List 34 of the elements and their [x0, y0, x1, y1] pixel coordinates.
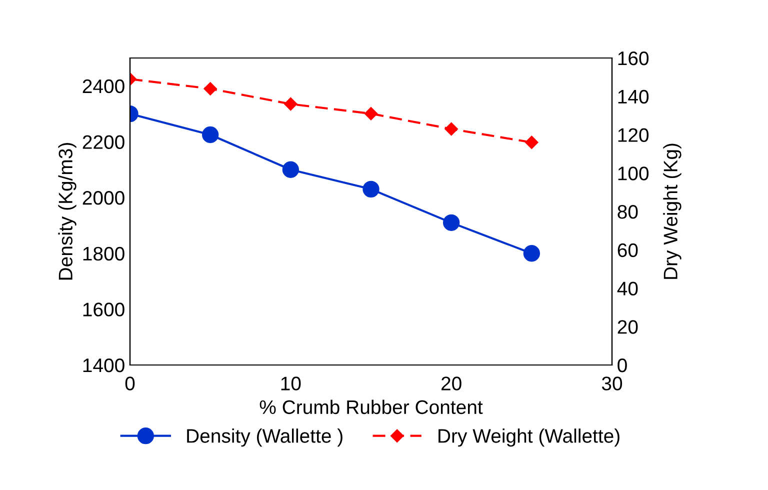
point [364, 107, 378, 120]
y2-tick-label: 0 [618, 358, 627, 372]
y-tick-label: 2400 [82, 79, 124, 94]
x-tick-label: 30 [602, 376, 622, 390]
legend-label: Density (Wallette ) [187, 428, 342, 447]
y2-tick-label: 80 [618, 204, 638, 219]
y-tick-label: 1400 [83, 358, 124, 372]
y-axis-title: Density (Kg/m3) [58, 143, 76, 280]
point [525, 136, 538, 150]
point [284, 97, 298, 111]
y2-tick-label: 140 [618, 90, 649, 104]
point [282, 161, 299, 178]
point [362, 180, 380, 198]
point [444, 122, 458, 136]
y-tick-label: 2200 [82, 135, 124, 149]
y-tick-label: 1800 [83, 246, 124, 261]
y-tick-label: 1600 [83, 302, 124, 316]
y2-tick-label: 100 [618, 166, 649, 180]
x-axis-title: % Crumb Rubber Content [260, 400, 483, 414]
y2-tick-label: 60 [618, 243, 638, 258]
y2-axis-title: Dry Weight (Kg) [663, 144, 682, 279]
point [202, 126, 219, 144]
x-tick-label: 20 [442, 376, 462, 390]
y2-tick-label: 120 [618, 128, 649, 142]
point [204, 82, 217, 96]
y2-tick-label: 20 [618, 320, 638, 334]
y-tick-label: 2000 [82, 191, 124, 205]
y2-tick-label: 40 [617, 282, 638, 296]
y2-tick-label: 160 [618, 51, 649, 66]
x-tick-label: 10 [281, 376, 301, 390]
point [443, 214, 460, 231]
legend-label: Dry Weight (Wallette) [438, 428, 620, 447]
x-tick-label: 0 [125, 376, 135, 390]
point [523, 245, 540, 262]
